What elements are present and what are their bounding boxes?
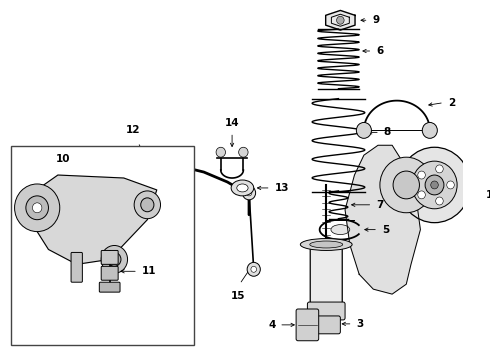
FancyBboxPatch shape xyxy=(99,282,120,292)
Circle shape xyxy=(418,191,425,199)
FancyBboxPatch shape xyxy=(71,252,82,282)
Text: 2: 2 xyxy=(448,98,455,108)
Text: 15: 15 xyxy=(230,291,245,301)
Circle shape xyxy=(243,186,256,200)
FancyBboxPatch shape xyxy=(310,243,342,306)
Circle shape xyxy=(134,191,161,219)
Circle shape xyxy=(356,122,371,138)
Circle shape xyxy=(393,171,419,199)
Circle shape xyxy=(418,171,425,179)
Circle shape xyxy=(15,184,60,231)
Text: 7: 7 xyxy=(376,200,384,210)
Circle shape xyxy=(32,203,42,213)
Circle shape xyxy=(247,262,260,276)
Ellipse shape xyxy=(331,225,350,235)
Ellipse shape xyxy=(231,180,254,196)
Ellipse shape xyxy=(310,241,343,248)
Text: 11: 11 xyxy=(142,266,156,276)
Circle shape xyxy=(447,181,454,189)
Circle shape xyxy=(108,252,121,266)
Polygon shape xyxy=(29,175,157,264)
Circle shape xyxy=(337,16,344,24)
Circle shape xyxy=(101,246,127,273)
Circle shape xyxy=(380,157,433,213)
Polygon shape xyxy=(345,145,420,294)
Text: 10: 10 xyxy=(55,154,70,164)
Text: 1: 1 xyxy=(486,190,490,200)
Ellipse shape xyxy=(237,184,248,192)
Circle shape xyxy=(412,161,457,209)
Circle shape xyxy=(436,197,443,205)
Circle shape xyxy=(26,196,49,220)
Circle shape xyxy=(246,190,252,196)
Text: 9: 9 xyxy=(372,15,379,25)
Text: 6: 6 xyxy=(376,46,383,56)
Text: 13: 13 xyxy=(274,183,289,193)
Text: 5: 5 xyxy=(382,225,389,235)
Text: 14: 14 xyxy=(225,118,240,129)
Circle shape xyxy=(141,198,154,212)
Circle shape xyxy=(436,165,443,173)
Circle shape xyxy=(251,266,257,272)
Text: 8: 8 xyxy=(384,127,391,138)
Circle shape xyxy=(239,147,248,157)
FancyBboxPatch shape xyxy=(312,316,341,334)
Polygon shape xyxy=(326,10,355,30)
Circle shape xyxy=(216,147,225,157)
Circle shape xyxy=(422,122,438,138)
FancyBboxPatch shape xyxy=(296,309,318,341)
Circle shape xyxy=(431,181,438,189)
Circle shape xyxy=(399,147,470,223)
Bar xyxy=(11,146,195,345)
Circle shape xyxy=(425,175,444,195)
Text: 4: 4 xyxy=(268,320,275,330)
FancyBboxPatch shape xyxy=(307,302,345,320)
FancyBboxPatch shape xyxy=(101,266,118,280)
FancyBboxPatch shape xyxy=(101,251,118,264)
Text: 12: 12 xyxy=(126,125,141,135)
Ellipse shape xyxy=(300,239,352,251)
Text: 3: 3 xyxy=(356,319,364,329)
